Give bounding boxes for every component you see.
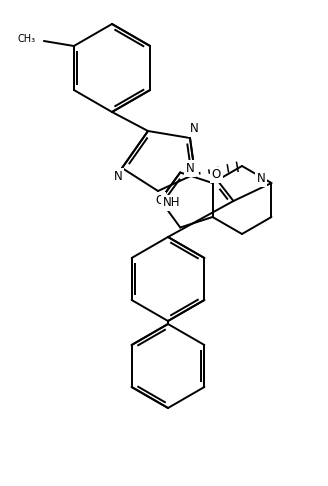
Text: CH₃: CH₃ [18, 34, 36, 44]
Text: N: N [113, 170, 122, 183]
Text: N: N [257, 173, 266, 186]
Text: O: O [212, 169, 221, 181]
Text: O: O [155, 193, 165, 207]
Text: N: N [190, 122, 198, 136]
Text: N: N [186, 162, 195, 175]
Text: NH: NH [162, 196, 180, 209]
